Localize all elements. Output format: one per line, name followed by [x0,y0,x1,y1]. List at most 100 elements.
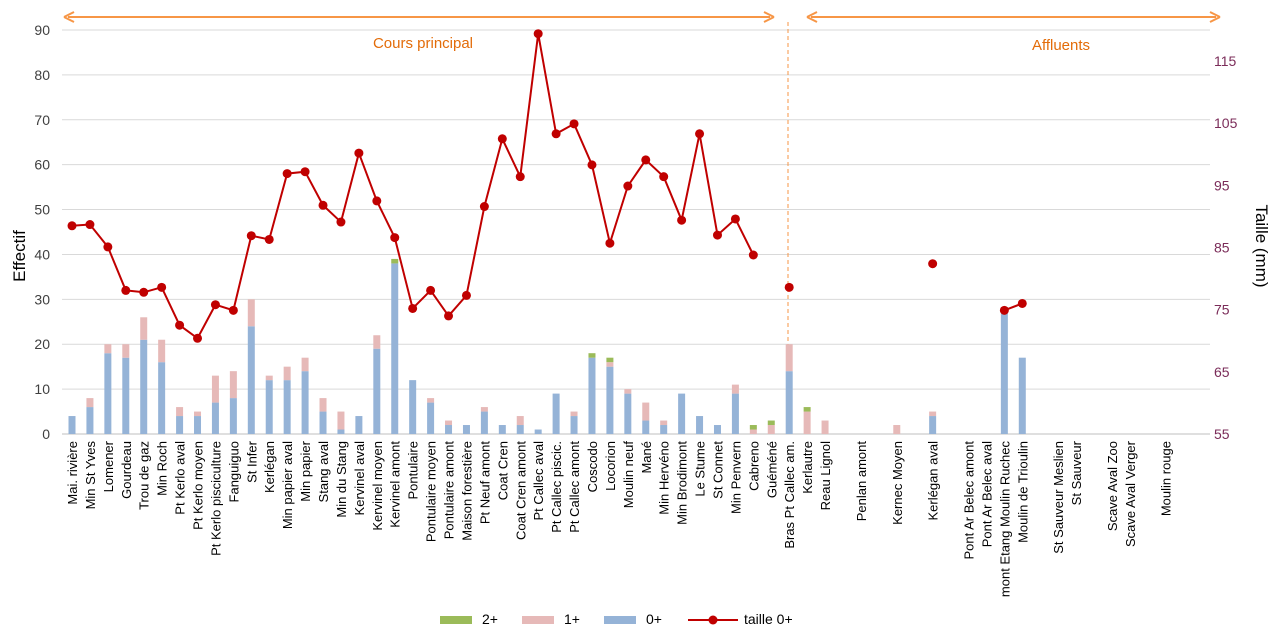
x-tick-label: Trou de gaz [137,441,152,510]
point-taille-0plus [67,221,77,231]
x-tick-label: Pt Kerlo pisciculture [208,441,223,556]
x-tick-label: St Sauveur [1069,440,1084,505]
bar-0plus [373,348,381,434]
x-tick-label: Pontulaire amont [442,441,457,540]
point-taille-0plus [246,231,256,241]
x-tick-label: Pt Callec aval [531,441,546,521]
arrow-tributaries-head-left [806,11,818,23]
point-taille-0plus [551,129,561,139]
legend-label: 0+ [646,611,662,627]
bar-0plus [660,425,668,434]
bar-1plus [893,425,901,434]
bar-0plus [427,402,435,434]
bar-1plus [749,429,757,434]
x-tick-label: Scave Aval Verger [1123,440,1138,547]
bar-0plus [1018,357,1026,434]
x-tick-label: Coscodo [585,441,600,492]
point-taille-0plus [695,129,705,139]
point-taille-0plus [605,238,615,248]
y-tick-left: 30 [34,291,50,307]
bar-0plus [570,416,578,434]
point-taille-0plus [1017,298,1027,308]
bar-1plus [803,411,811,434]
x-tick-label: Mané [639,441,654,474]
bar-0plus [247,326,255,434]
bar-2plus [767,420,775,426]
x-tick-label: Min Brodimont [675,441,690,525]
y-tick-left: 0 [42,426,50,442]
bar-1plus [158,339,166,363]
point-taille-0plus [408,303,418,313]
point-taille-0plus [300,167,310,177]
bar-1plus [301,357,309,372]
point-taille-0plus [103,242,113,252]
y-tick-left: 80 [34,67,50,83]
y-axis-title-right: Taille (mm) [1252,204,1270,287]
point-taille-0plus [999,305,1009,315]
x-tick-label: Coat Cren amont [513,441,528,540]
y-tick-left: 60 [34,157,50,173]
point-taille-0plus [85,220,95,230]
bar-1plus [785,344,793,372]
y-tick-right: 105 [1214,115,1238,131]
bar-1plus [211,375,219,403]
x-tick-label: Kervinel amont [388,441,403,528]
bar-0plus [480,411,488,434]
bar-0plus [785,371,793,434]
bar-0plus [696,416,704,434]
bar-2plus [606,357,614,363]
x-tick-label: Kerlautre [800,441,815,494]
bar-0plus [606,366,614,434]
x-tick-label: Min du Stang [334,441,349,518]
bar-1plus [194,411,202,417]
y-tick-left: 20 [34,336,50,352]
bar-1plus [140,317,148,340]
bar-1plus [606,362,614,367]
x-tick-label: Maison forestière [459,441,474,541]
point-taille-0plus [587,160,597,170]
x-tick-label: Min papier aval [280,441,295,529]
legend-swatch-0+ [604,616,636,624]
x-tick-label: Stang aval [316,441,331,503]
bar-1plus [516,416,524,426]
x-tick-label: Moulin rouge [1159,441,1174,516]
bar-1plus [373,335,381,349]
point-taille-0plus [928,259,938,269]
bar-0plus [929,416,937,434]
point-taille-0plus [354,148,364,158]
x-tick-label: Le Stume [693,441,708,497]
point-taille-0plus [336,217,346,227]
legend-swatch-1+ [522,616,554,624]
x-tick-label: Cabreno [746,441,761,491]
x-tick-label: Pt Kerlo moyen [191,441,206,530]
bar-0plus [140,339,148,434]
bar-0plus [104,353,112,434]
bar-1plus [319,398,327,412]
bar-1plus [122,344,130,358]
point-taille-0plus [569,119,579,129]
legend-swatch-2+ [440,616,472,624]
bar-0plus [498,425,506,434]
point-taille-0plus [139,287,149,297]
arrow-tributaries-head-right [1209,11,1221,23]
bar-1plus [731,384,739,394]
point-taille-0plus [444,311,454,321]
y-tick-left: 40 [34,246,50,262]
x-tick-label: Lomener [101,440,116,492]
bar-0plus [678,393,686,434]
x-tick-label: St Infer [244,440,259,483]
x-tick-label: Min papier [298,440,313,501]
point-taille-0plus [121,285,131,295]
x-tick-label: Mai. rivière [65,441,80,505]
bar-0plus [731,393,739,434]
point-taille-0plus [748,250,758,260]
x-tick-label: mont Etang Moulin Ruchec [997,441,1012,598]
x-tick-label: Pontulaire moyen [424,441,439,542]
bar-1plus [821,420,829,434]
bar-1plus [229,371,237,399]
point-taille-0plus [659,172,669,182]
line-taille-0plus [71,33,755,340]
point-taille-0plus [497,134,507,144]
